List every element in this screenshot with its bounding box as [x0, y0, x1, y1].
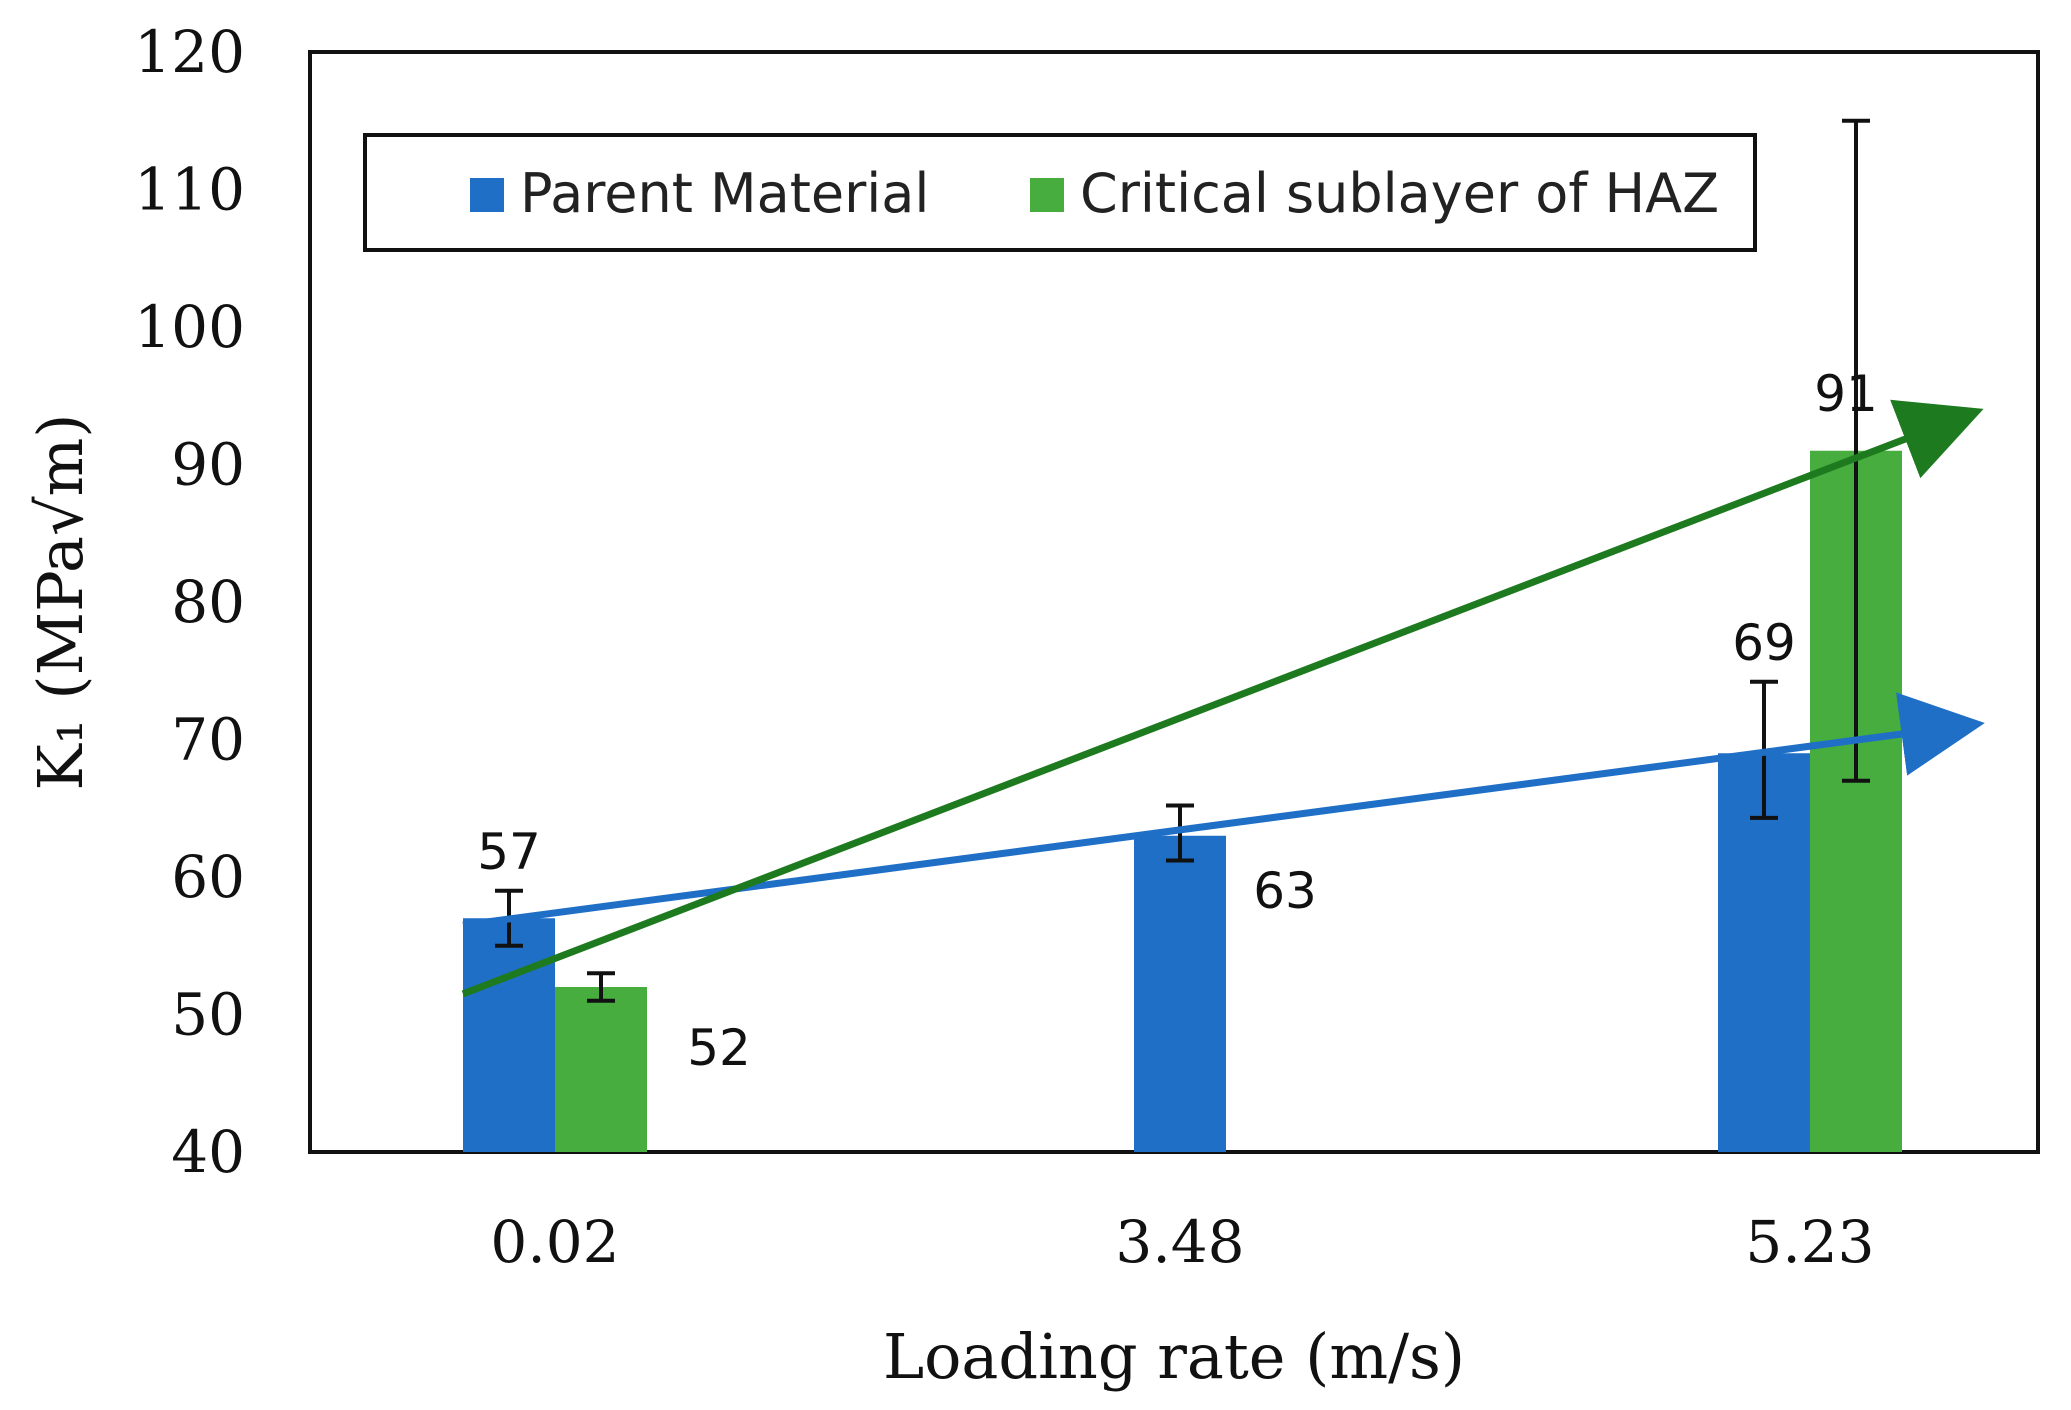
y-tick-label: 50 [171, 981, 245, 1049]
trend-arrow-critical-sublayer-of-haz [461, 399, 1984, 998]
legend: Parent Material Critical sublayer of HAZ [363, 133, 1757, 252]
data-label: 52 [687, 1019, 751, 1077]
bar-parent-material-3.48 [1134, 835, 1226, 1152]
bar-parent-material-0.02 [463, 918, 555, 1152]
legend-swatch-parent-material [470, 178, 504, 212]
y-tick-label: 110 [134, 156, 245, 224]
data-label: 91 [1814, 365, 1878, 423]
data-label: 63 [1253, 862, 1317, 920]
legend-label-parent-material: Parent Material [520, 162, 929, 225]
y-axis-ticks: 40 50 60 70 80 90 100 110 120 [134, 18, 245, 1186]
y-tick-label: 80 [171, 568, 245, 636]
data-label: 57 [477, 823, 541, 881]
y-tick-label: 70 [171, 706, 245, 774]
data-labels: 57 52 63 69 91 [477, 365, 1878, 1077]
trend-arrows [461, 399, 1985, 998]
legend-label-critical-sublayer: Critical sublayer of HAZ [1080, 162, 1719, 225]
legend-swatch-critical-sublayer [1030, 178, 1064, 212]
y-tick-label: 90 [171, 431, 245, 499]
x-tick-label: 5.23 [1745, 1208, 1874, 1276]
y-tick-label: 120 [134, 18, 245, 86]
y-tick-label: 60 [171, 843, 245, 911]
x-axis-title: Loading rate (m/s) [883, 1320, 1465, 1393]
y-axis-title: K₁ (MPa√m) [24, 414, 97, 791]
x-tick-label: 3.48 [1115, 1208, 1244, 1276]
y-tick-label: 100 [134, 293, 245, 361]
x-axis-ticks: 0.02 3.48 5.23 [490, 1208, 1874, 1276]
trend-arrow-parent-material [462, 692, 1985, 929]
data-label: 69 [1732, 614, 1796, 672]
y-tick-label: 40 [171, 1118, 245, 1186]
bar-critical-sublayer-of-haz-0.02 [555, 987, 647, 1152]
x-tick-label: 0.02 [490, 1208, 619, 1276]
bars [463, 450, 1902, 1152]
